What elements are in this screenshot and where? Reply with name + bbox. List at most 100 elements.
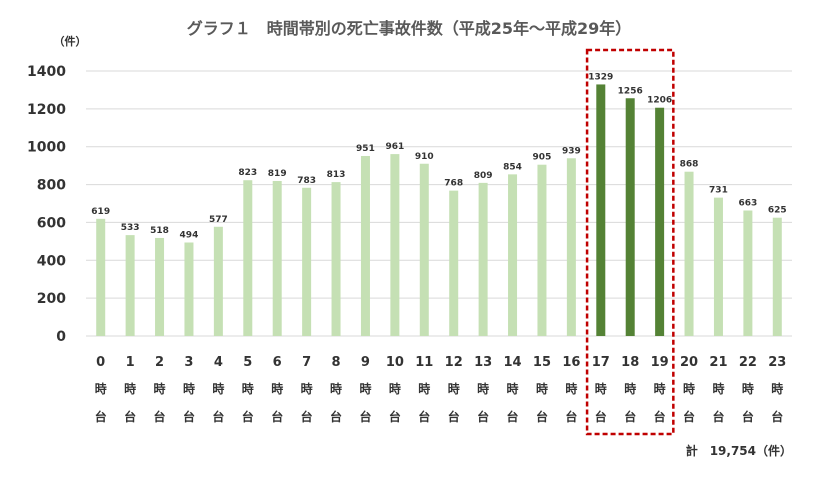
y-tick-label: 1000 <box>27 140 66 156</box>
data-label: 910 <box>415 152 434 162</box>
x-tick-label: 14 <box>503 355 521 370</box>
data-label: 939 <box>562 146 581 156</box>
bar <box>331 182 341 336</box>
x-tick-label: 3 <box>184 355 193 370</box>
highlight-box <box>585 48 675 436</box>
y-tick-label: 200 <box>37 291 66 307</box>
x-tick-label: 11 <box>415 355 433 370</box>
bar <box>537 164 547 336</box>
data-label: 1329 <box>588 72 613 82</box>
x-tick-label: 5 <box>243 355 252 370</box>
y-tick-label: 800 <box>37 178 66 194</box>
x-tick-suffix: 台 <box>359 409 371 424</box>
data-label: 533 <box>121 223 140 233</box>
bar <box>684 171 694 336</box>
x-tick-suffix: 台 <box>683 409 695 424</box>
bar <box>478 182 488 336</box>
x-tick-suffix: 時 <box>654 381 666 396</box>
x-tick-suffix: 時 <box>389 381 401 396</box>
y-tick-label: 1400 <box>27 64 66 80</box>
x-tick-suffix: 台 <box>418 409 430 424</box>
x-axis-labels: 0 時台 1 時台 2 時台 3 時台 4 時台 5 時台 6 時台 7 時台 8 時台 9 時台 10 時台 11 時台 12… <box>95 355 787 424</box>
x-tick-suffix: 台 <box>242 409 254 424</box>
x-tick-suffix: 台 <box>565 409 577 424</box>
x-tick-label: 17 <box>592 355 610 370</box>
bars <box>96 84 782 336</box>
data-label: 1256 <box>618 86 643 96</box>
bar <box>360 155 370 336</box>
x-tick-label: 22 <box>739 355 757 370</box>
bar <box>125 235 135 336</box>
x-tick-label: 20 <box>680 355 698 370</box>
x-tick-label: 9 <box>361 355 370 370</box>
bar <box>596 84 606 336</box>
data-label: 868 <box>680 160 699 170</box>
data-label: 577 <box>209 215 228 225</box>
x-tick-suffix: 台 <box>536 409 548 424</box>
x-tick-suffix: 台 <box>448 409 460 424</box>
x-tick-label: 10 <box>386 355 404 370</box>
x-tick-suffix: 台 <box>271 409 283 424</box>
data-label: 518 <box>150 226 169 236</box>
x-tick-suffix: 時 <box>595 381 607 396</box>
bar <box>743 210 753 336</box>
x-tick-label: 4 <box>214 355 223 370</box>
y-tick-label: 400 <box>37 253 66 269</box>
x-tick-suffix: 時 <box>301 381 313 396</box>
data-label: 731 <box>709 186 728 196</box>
x-tick-suffix: 台 <box>389 409 401 424</box>
y-tick-label: 1200 <box>27 102 66 118</box>
x-tick-suffix: 台 <box>771 409 783 424</box>
x-tick-suffix: 時 <box>212 381 224 396</box>
x-tick-suffix: 台 <box>95 409 107 424</box>
x-tick-label: 16 <box>562 355 580 370</box>
data-label: 813 <box>327 170 346 180</box>
x-tick-suffix: 台 <box>154 409 166 424</box>
x-tick-suffix: 台 <box>301 409 313 424</box>
bar <box>390 154 400 336</box>
data-label: 494 <box>180 230 199 240</box>
x-tick-suffix: 時 <box>742 381 754 396</box>
x-tick-suffix: 台 <box>507 409 519 424</box>
x-tick-label: 23 <box>768 355 786 370</box>
x-tick-suffix: 台 <box>124 409 136 424</box>
bar <box>213 226 223 336</box>
x-tick-suffix: 時 <box>124 381 136 396</box>
x-tick-label: 19 <box>651 355 669 370</box>
x-tick-suffix: 時 <box>507 381 519 396</box>
bar <box>508 174 518 336</box>
x-tick-label: 15 <box>533 355 551 370</box>
x-tick-suffix: 台 <box>183 409 195 424</box>
x-tick-suffix: 時 <box>359 381 371 396</box>
x-tick-label: 21 <box>709 355 727 370</box>
y-axis-ticks: 0 200 400 600 800 1000 1200 1400 <box>27 64 66 345</box>
x-tick-label: 13 <box>474 355 492 370</box>
x-tick-label: 1 <box>126 355 135 370</box>
x-tick-suffix: 台 <box>712 409 724 424</box>
data-label: 854 <box>503 162 522 172</box>
data-label: 783 <box>297 176 316 186</box>
bar <box>302 187 312 336</box>
data-label: 619 <box>91 207 110 217</box>
x-tick-suffix: 台 <box>742 409 754 424</box>
bar <box>184 242 194 336</box>
x-tick-suffix: 時 <box>536 381 548 396</box>
bar <box>566 158 576 336</box>
bar <box>713 197 723 336</box>
x-tick-suffix: 時 <box>712 381 724 396</box>
x-tick-suffix: 時 <box>242 381 254 396</box>
x-tick-suffix: 台 <box>212 409 224 424</box>
data-labels: 619 533 518 494 577 823 819 783 813 951 961 910 768 8… <box>91 72 786 240</box>
x-tick-label: 12 <box>445 355 463 370</box>
y-tick-label: 0 <box>56 329 66 345</box>
data-label: 961 <box>385 142 404 152</box>
x-tick-label: 0 <box>96 355 105 370</box>
y-axis-unit: （件） <box>54 34 87 48</box>
x-tick-suffix: 時 <box>448 381 460 396</box>
total-label: 計 19,754（件） <box>686 443 792 458</box>
data-label: 819 <box>268 169 287 179</box>
x-tick-suffix: 台 <box>624 409 636 424</box>
x-tick-label: 6 <box>273 355 282 370</box>
x-tick-suffix: 時 <box>418 381 430 396</box>
